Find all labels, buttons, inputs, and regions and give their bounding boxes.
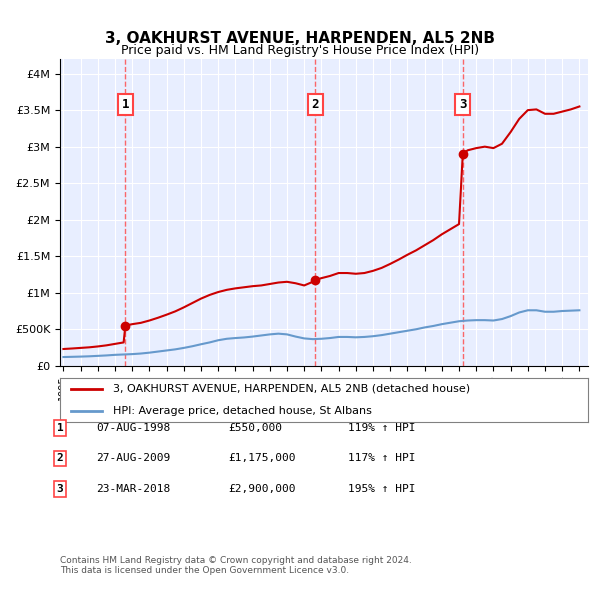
- Text: 1: 1: [122, 98, 129, 111]
- Text: 23-MAR-2018: 23-MAR-2018: [96, 484, 170, 494]
- Text: 3: 3: [459, 98, 467, 111]
- Text: 119% ↑ HPI: 119% ↑ HPI: [348, 423, 415, 432]
- Text: £1,175,000: £1,175,000: [228, 454, 296, 463]
- Text: 3, OAKHURST AVENUE, HARPENDEN, AL5 2NB: 3, OAKHURST AVENUE, HARPENDEN, AL5 2NB: [105, 31, 495, 46]
- Text: 195% ↑ HPI: 195% ↑ HPI: [348, 484, 415, 494]
- Text: £550,000: £550,000: [228, 423, 282, 432]
- Text: 07-AUG-1998: 07-AUG-1998: [96, 423, 170, 432]
- Text: 3: 3: [56, 484, 64, 494]
- Text: 3, OAKHURST AVENUE, HARPENDEN, AL5 2NB (detached house): 3, OAKHURST AVENUE, HARPENDEN, AL5 2NB (…: [113, 384, 470, 394]
- Text: £2,900,000: £2,900,000: [228, 484, 296, 494]
- Text: 2: 2: [56, 454, 64, 463]
- Text: 27-AUG-2009: 27-AUG-2009: [96, 454, 170, 463]
- Text: HPI: Average price, detached house, St Albans: HPI: Average price, detached house, St A…: [113, 406, 371, 416]
- Text: Price paid vs. HM Land Registry's House Price Index (HPI): Price paid vs. HM Land Registry's House …: [121, 44, 479, 57]
- Text: Contains HM Land Registry data © Crown copyright and database right 2024.
This d: Contains HM Land Registry data © Crown c…: [60, 556, 412, 575]
- Text: 1: 1: [56, 423, 64, 432]
- Text: 2: 2: [311, 98, 319, 111]
- Text: 117% ↑ HPI: 117% ↑ HPI: [348, 454, 415, 463]
